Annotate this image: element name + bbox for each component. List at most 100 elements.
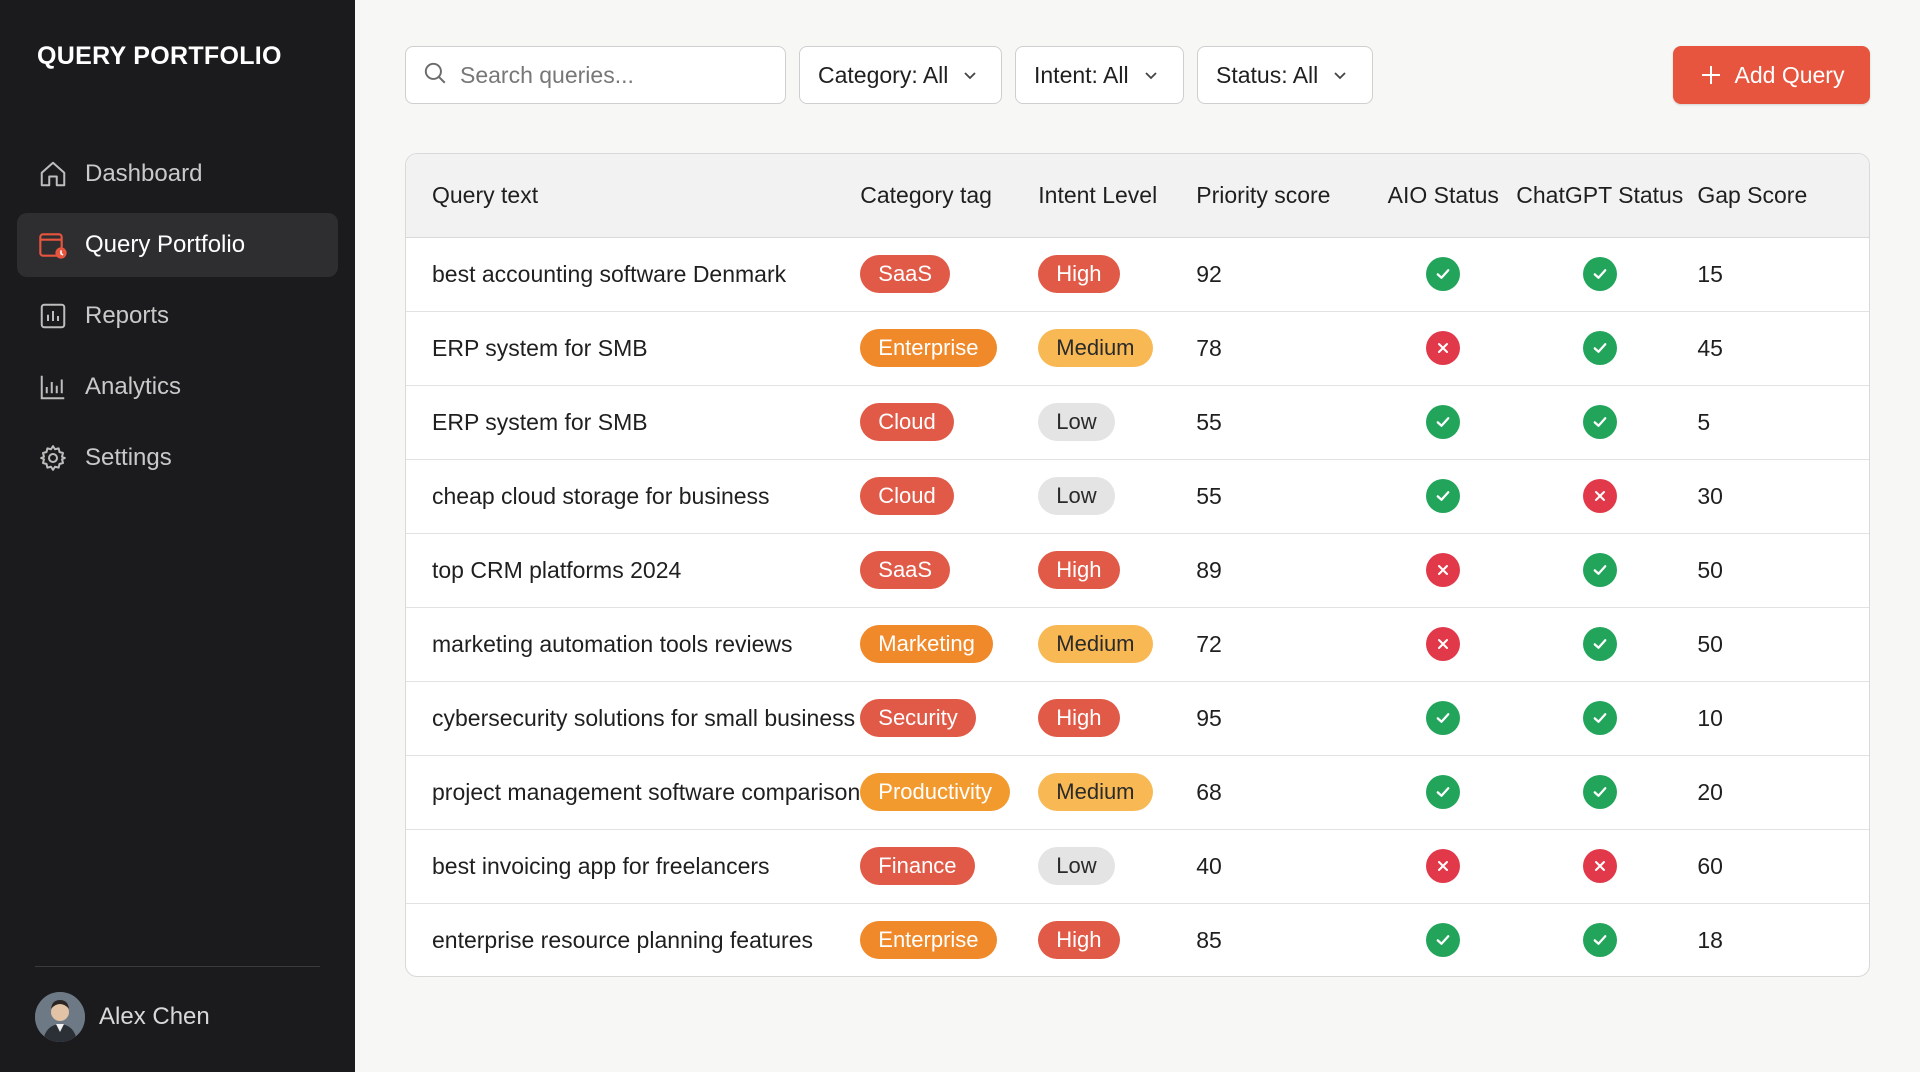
sidebar: QUERY PORTFOLIO Dashboard Query Portfoli… xyxy=(0,0,355,1072)
sidebar-item-label: Dashboard xyxy=(85,160,203,187)
table-row[interactable]: enterprise resource planning features Ent… xyxy=(406,903,1869,976)
gap-score-cell: 60 xyxy=(1683,829,1869,904)
table-row[interactable]: top CRM platforms 2024 SaaS High 89 50 xyxy=(406,533,1869,608)
search-box[interactable] xyxy=(405,46,786,104)
category-cell: Marketing xyxy=(860,607,1039,682)
category-tag-badge: SaaS xyxy=(860,255,951,293)
aio-status-cell xyxy=(1370,533,1517,608)
table-row[interactable]: project management software comparison Pr… xyxy=(406,755,1869,830)
column-header-query[interactable]: Query text xyxy=(406,154,861,238)
table-row[interactable]: ERP system for SMB Cloud Low 55 5 xyxy=(406,385,1869,460)
check-circle-icon xyxy=(1426,775,1461,809)
column-header-category[interactable]: Category tag xyxy=(860,154,1039,238)
sidebar-item-label: Analytics xyxy=(85,373,182,400)
query-text-cell: cheap cloud storage for business xyxy=(406,459,861,534)
sidebar-nav: Dashboard Query Portfolio Reports Analyt… xyxy=(17,142,338,497)
intent-filter-label: Intent: All xyxy=(1034,61,1129,88)
table-row[interactable]: ERP system for SMB Enterprise Medium 78 45 xyxy=(406,311,1869,386)
aio-status-cell xyxy=(1370,681,1517,756)
priority-score-cell: 95 xyxy=(1196,681,1371,756)
check-circle-icon xyxy=(1582,627,1617,661)
sidebar-item-dashboard[interactable]: Dashboard xyxy=(17,142,338,206)
sidebar-item-settings[interactable]: Settings xyxy=(17,426,338,490)
status-filter-dropdown[interactable]: Status: All xyxy=(1197,46,1373,104)
gap-score-cell: 30 xyxy=(1683,459,1869,534)
check-circle-icon xyxy=(1582,553,1617,587)
category-tag-badge: Cloud xyxy=(860,477,954,515)
aio-status-cell xyxy=(1370,607,1517,682)
table-row[interactable]: best invoicing app for freelancers Financ… xyxy=(406,829,1869,904)
add-query-button[interactable]: Add Query xyxy=(1673,46,1870,104)
chevron-down-icon xyxy=(962,67,978,83)
column-header-chatgpt-status[interactable]: ChatGPT Status xyxy=(1516,154,1684,238)
status-filter-label: Status: All xyxy=(1216,61,1319,88)
intent-level-badge: Low xyxy=(1038,847,1115,885)
column-header-gap-score[interactable]: Gap Score xyxy=(1683,154,1869,238)
aio-status-cell xyxy=(1370,755,1517,830)
aio-status-cell xyxy=(1370,829,1517,904)
chatgpt-status-cell xyxy=(1516,237,1684,312)
sidebar-item-query-portfolio[interactable]: Query Portfolio xyxy=(17,213,338,277)
table-header-row: Query text Category tag Intent Level Pri… xyxy=(406,154,1869,238)
category-cell: Enterprise xyxy=(860,311,1039,386)
gap-score-cell: 10 xyxy=(1683,681,1869,756)
sidebar-item-analytics[interactable]: Analytics xyxy=(17,355,338,419)
analytics-icon xyxy=(37,371,69,403)
aio-status-cell xyxy=(1370,903,1516,976)
check-circle-icon xyxy=(1582,405,1617,439)
x-circle-icon xyxy=(1582,479,1617,513)
aio-status-cell xyxy=(1370,311,1517,386)
chatgpt-status-cell xyxy=(1516,459,1684,534)
sidebar-divider xyxy=(35,966,320,967)
category-cell: SaaS xyxy=(860,237,1039,312)
category-cell: Security xyxy=(860,681,1039,756)
column-header-intent[interactable]: Intent Level xyxy=(1038,154,1197,238)
check-circle-icon xyxy=(1582,331,1617,365)
check-circle-icon xyxy=(1582,701,1617,735)
sidebar-item-reports[interactable]: Reports xyxy=(17,284,338,348)
intent-cell: High xyxy=(1038,903,1196,976)
user-profile[interactable]: Alex Chen xyxy=(35,992,210,1042)
plus-icon xyxy=(1699,63,1723,87)
chatgpt-status-cell xyxy=(1516,829,1684,904)
category-cell: Enterprise xyxy=(860,903,1038,976)
chatgpt-status-cell xyxy=(1516,681,1684,756)
table-row[interactable]: best accounting software Denmark SaaS High… xyxy=(406,237,1869,312)
chatgpt-status-cell xyxy=(1516,755,1684,830)
category-tag-badge: Security xyxy=(860,699,976,737)
x-circle-icon xyxy=(1426,627,1461,661)
category-filter-label: Category: All xyxy=(818,61,949,88)
table-body: best accounting software Denmark SaaS High… xyxy=(406,237,1869,976)
query-text-cell: ERP system for SMB xyxy=(406,385,861,460)
category-tag-badge: Marketing xyxy=(860,625,993,663)
table-row[interactable]: marketing automation tools reviews Market… xyxy=(406,607,1869,682)
intent-level-badge: Medium xyxy=(1038,329,1153,367)
column-header-aio-status[interactable]: AIO Status xyxy=(1370,154,1517,238)
x-circle-icon xyxy=(1426,331,1461,365)
sidebar-item-label: Settings xyxy=(85,444,172,471)
avatar xyxy=(35,992,85,1042)
category-tag-badge: SaaS xyxy=(860,551,951,589)
chatgpt-status-cell xyxy=(1516,607,1684,682)
gap-score-cell: 18 xyxy=(1697,926,1723,953)
check-circle-icon xyxy=(1426,405,1461,439)
query-text-cell: project management software comparison xyxy=(406,755,861,830)
table-row[interactable]: cybersecurity solutions for small busine… xyxy=(406,681,1869,756)
intent-level-badge: Medium xyxy=(1038,773,1153,811)
chatgpt-status-cell xyxy=(1516,533,1684,608)
query-text-cell: best accounting software Denmark xyxy=(406,237,861,312)
table-row[interactable]: cheap cloud storage for business Cloud Low… xyxy=(406,459,1869,534)
category-tag-badge: Productivity xyxy=(860,773,1010,811)
chevron-down-icon xyxy=(1143,67,1159,83)
query-text-cell: marketing automation tools reviews xyxy=(406,607,861,682)
check-circle-icon xyxy=(1582,775,1617,809)
chevron-down-icon xyxy=(1332,67,1348,83)
column-header-priority[interactable]: Priority score xyxy=(1196,154,1371,238)
category-filter-dropdown[interactable]: Category: All xyxy=(799,46,1002,104)
sidebar-item-label: Query Portfolio xyxy=(85,231,246,258)
intent-cell: Low xyxy=(1038,385,1197,460)
search-input[interactable] xyxy=(460,61,780,89)
aio-status-cell xyxy=(1370,459,1517,534)
query-table: Query text Category tag Intent Level Pri… xyxy=(405,153,1870,977)
intent-filter-dropdown[interactable]: Intent: All xyxy=(1015,46,1184,104)
